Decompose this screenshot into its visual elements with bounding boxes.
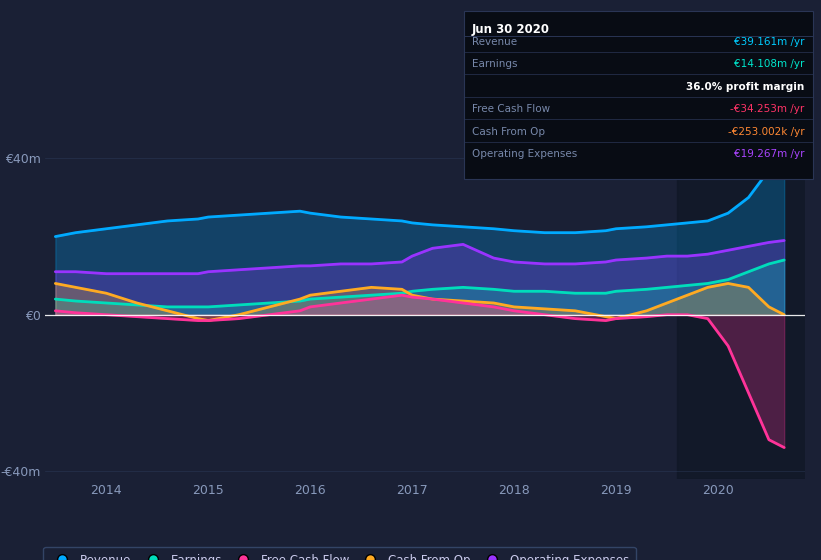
Text: Earnings: Earnings — [472, 59, 517, 69]
Text: -€34.253m /yr: -€34.253m /yr — [731, 104, 805, 114]
Text: -€253.002k /yr: -€253.002k /yr — [728, 127, 805, 137]
Text: Free Cash Flow: Free Cash Flow — [472, 104, 550, 114]
Text: Operating Expenses: Operating Expenses — [472, 149, 577, 159]
Text: 36.0% profit margin: 36.0% profit margin — [686, 82, 805, 92]
Text: €39.161m /yr: €39.161m /yr — [734, 37, 805, 47]
Text: €14.108m /yr: €14.108m /yr — [734, 59, 805, 69]
Legend: Revenue, Earnings, Free Cash Flow, Cash From Op, Operating Expenses: Revenue, Earnings, Free Cash Flow, Cash … — [44, 547, 635, 560]
Text: Revenue: Revenue — [472, 37, 517, 47]
Bar — [677, 143, 821, 479]
Text: €19.267m /yr: €19.267m /yr — [734, 149, 805, 159]
Text: Jun 30 2020: Jun 30 2020 — [472, 22, 550, 36]
Text: Cash From Op: Cash From Op — [472, 127, 545, 137]
